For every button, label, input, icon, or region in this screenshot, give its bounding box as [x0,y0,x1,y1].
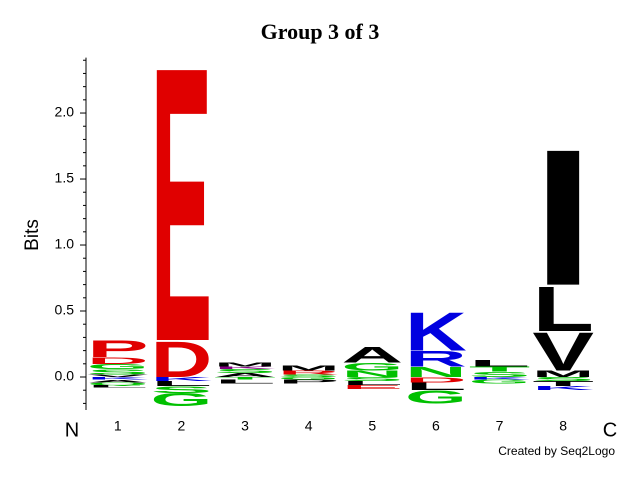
x-tick-label: 8 [559,418,567,434]
logo-letter: S [214,368,276,374]
x-tick-label: 6 [432,418,440,434]
x-tick-label: 3 [241,418,249,434]
logo-letter: G [151,390,213,410]
x-tick-label: 7 [496,418,504,434]
x-tick-label: 4 [305,418,313,434]
y-tick-label: 2.0 [55,104,75,120]
x-tick-label: 1 [114,418,122,434]
logo-letter: S [532,376,594,382]
logo-letter: T [469,365,531,373]
logo-letter: K [532,385,594,391]
logo-letter: L [151,380,213,388]
logo-letter: D [151,331,213,388]
y-axis-label: Bits [22,219,43,251]
logo-letter: L [469,358,531,368]
logo-letter: E [151,0,213,424]
logo-letter: K [87,376,149,380]
logo-letter: K [405,302,467,363]
x-tick-label: 5 [368,418,376,434]
logo-letter: N [405,364,467,380]
logo-letter: L [342,380,404,386]
logo-letter: G [87,363,149,371]
logo-letter: S [342,376,404,382]
logo-letter: M [532,369,594,379]
end-label: C [603,419,617,441]
logo-letter: S [87,368,149,376]
credit: Created by Seq2Logo [498,444,615,458]
logo-letter: N [342,369,404,379]
logo-letter: A [342,343,404,368]
y-tick-label: 1.0 [55,236,75,252]
logo-letter: D [405,376,467,384]
logo-letter: T [532,380,594,388]
logo-letter: L [214,379,276,385]
x-tick-label: 2 [178,418,186,434]
logo-letter: L [87,384,149,388]
logo-letter: E [342,384,404,390]
logo-letter: V [532,321,594,382]
logo-letter: K [214,366,276,370]
logo-letter: L [532,273,594,345]
start-label: N [65,419,79,441]
logo-letter: V [87,374,149,378]
logo-letter: A [87,379,149,383]
y-tick-label: 1.5 [55,170,75,186]
logo-letter: S [469,370,531,378]
logo-letter: L [405,380,467,392]
logo-letter: K [469,376,531,380]
logo-letter: G [278,376,340,380]
logo-letter: A [214,372,276,378]
logo-letter: P [278,379,340,385]
chart-title: Group 3 of 3 [261,19,380,44]
logo-letter: M [278,364,340,372]
logo-letter: S [151,385,213,395]
logo-letter: K [151,376,213,382]
logo-letter: G [469,379,531,385]
logo-letter: P [87,336,149,363]
logo-letter: S [278,374,340,378]
y-tick-label: 0.0 [55,368,75,384]
logo-letter: Q [87,382,149,386]
y-tick-label: 0.5 [55,302,75,318]
logo-letter: R [278,369,340,375]
logo-letter: D [87,356,149,366]
logo-letter: G [405,387,467,407]
logo-letter: R [405,347,467,372]
logo-letter: G [342,361,404,373]
logo-letter: T [214,376,276,380]
logo-letter: M [214,362,276,368]
logo-letter: I [532,109,594,327]
